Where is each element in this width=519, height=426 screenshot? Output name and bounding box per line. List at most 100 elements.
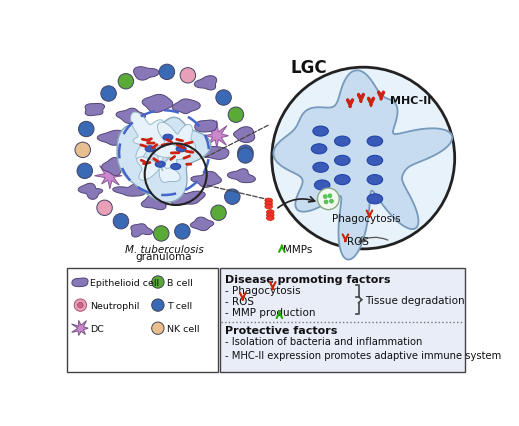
Ellipse shape	[367, 175, 383, 185]
Ellipse shape	[155, 162, 165, 168]
Ellipse shape	[266, 216, 274, 221]
Text: - Phagocytosis: - Phagocytosis	[225, 285, 300, 295]
Ellipse shape	[265, 199, 272, 203]
Circle shape	[152, 299, 164, 311]
Polygon shape	[131, 113, 172, 160]
Circle shape	[318, 189, 339, 210]
Text: Tissue degradation: Tissue degradation	[365, 295, 465, 305]
Text: ROS: ROS	[347, 237, 369, 247]
Polygon shape	[78, 184, 103, 200]
Text: Neutrophil: Neutrophil	[90, 301, 139, 310]
Polygon shape	[133, 68, 159, 81]
Polygon shape	[113, 184, 145, 197]
Ellipse shape	[367, 156, 383, 166]
Polygon shape	[158, 123, 196, 161]
Polygon shape	[171, 192, 205, 206]
Circle shape	[238, 146, 253, 161]
Ellipse shape	[311, 144, 327, 155]
Ellipse shape	[163, 135, 173, 141]
Ellipse shape	[367, 137, 383, 147]
Ellipse shape	[171, 164, 181, 170]
Circle shape	[330, 200, 333, 204]
Text: - ROS: - ROS	[225, 296, 253, 306]
Polygon shape	[205, 121, 228, 148]
Polygon shape	[117, 118, 211, 203]
Ellipse shape	[335, 175, 350, 185]
Text: T cell: T cell	[167, 301, 193, 310]
Circle shape	[77, 302, 83, 308]
Text: M. tuberculosis: M. tuberculosis	[125, 244, 203, 254]
Ellipse shape	[266, 210, 274, 215]
Text: - MHC-II expression promotes adaptive immune system: - MHC-II expression promotes adaptive im…	[225, 350, 501, 360]
Circle shape	[74, 299, 87, 311]
Ellipse shape	[265, 201, 272, 206]
Circle shape	[159, 65, 175, 81]
Text: granuloma: granuloma	[136, 252, 193, 262]
Polygon shape	[191, 172, 222, 188]
Text: Protective factors: Protective factors	[225, 325, 337, 335]
Circle shape	[75, 143, 90, 158]
Text: Epithelioid cell: Epithelioid cell	[90, 278, 159, 287]
FancyBboxPatch shape	[67, 268, 218, 372]
Circle shape	[328, 194, 332, 198]
Ellipse shape	[335, 156, 350, 166]
Polygon shape	[72, 321, 88, 336]
Polygon shape	[137, 150, 180, 183]
Polygon shape	[234, 127, 255, 143]
Polygon shape	[194, 77, 216, 91]
Circle shape	[225, 190, 240, 205]
Circle shape	[113, 214, 129, 229]
Circle shape	[101, 86, 116, 102]
Polygon shape	[199, 147, 229, 160]
Polygon shape	[195, 121, 217, 132]
Circle shape	[272, 68, 455, 249]
Polygon shape	[116, 109, 145, 124]
Text: Phagocytosis: Phagocytosis	[332, 214, 401, 224]
Polygon shape	[190, 218, 214, 231]
Circle shape	[77, 164, 92, 179]
Circle shape	[97, 201, 112, 216]
Text: MHC-II: MHC-II	[390, 96, 432, 106]
Ellipse shape	[367, 194, 383, 204]
Text: - Isolation of bacteria and inflammation: - Isolation of bacteria and inflammation	[225, 336, 422, 346]
Circle shape	[180, 69, 196, 84]
Polygon shape	[94, 161, 122, 190]
Circle shape	[78, 122, 94, 138]
Circle shape	[118, 75, 133, 90]
Ellipse shape	[176, 147, 186, 153]
Text: DC: DC	[90, 324, 104, 333]
Text: Disease promoting factors: Disease promoting factors	[225, 275, 390, 285]
Circle shape	[216, 91, 231, 106]
Circle shape	[211, 206, 226, 221]
Ellipse shape	[265, 205, 272, 209]
Ellipse shape	[266, 213, 274, 218]
Polygon shape	[141, 196, 169, 210]
Text: NK cell: NK cell	[167, 324, 200, 333]
Ellipse shape	[335, 137, 350, 147]
Polygon shape	[97, 131, 131, 146]
FancyBboxPatch shape	[220, 268, 465, 372]
Circle shape	[174, 224, 190, 239]
Polygon shape	[102, 158, 126, 176]
Polygon shape	[142, 95, 173, 113]
Ellipse shape	[313, 163, 329, 173]
Circle shape	[324, 201, 328, 204]
Polygon shape	[227, 169, 255, 183]
Circle shape	[228, 108, 244, 123]
Polygon shape	[153, 143, 191, 169]
Circle shape	[152, 322, 164, 334]
Ellipse shape	[315, 181, 330, 190]
Text: MMPs: MMPs	[283, 245, 313, 254]
Text: B cell: B cell	[167, 278, 193, 287]
Ellipse shape	[313, 127, 329, 137]
Text: - MMP production: - MMP production	[225, 307, 315, 317]
Polygon shape	[131, 224, 153, 237]
Circle shape	[238, 148, 253, 164]
Circle shape	[323, 195, 327, 199]
Polygon shape	[72, 278, 88, 287]
Ellipse shape	[145, 147, 155, 153]
Circle shape	[152, 276, 164, 288]
Text: LGC: LGC	[291, 59, 327, 77]
Polygon shape	[172, 100, 200, 114]
Polygon shape	[85, 104, 104, 116]
